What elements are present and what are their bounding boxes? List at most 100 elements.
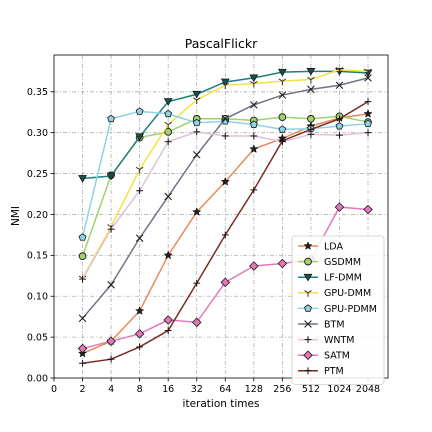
data-point-ptm bbox=[307, 126, 315, 133]
series-gpu-pdmm bbox=[78, 107, 372, 241]
data-point-lf-dmm bbox=[192, 90, 202, 99]
data-point-btm bbox=[164, 192, 172, 201]
legend-item-gpu-dmm: GPU-DMM bbox=[298, 288, 371, 299]
data-point-gpu-pdmm bbox=[135, 107, 144, 115]
data-point-gpu-dmm bbox=[250, 80, 258, 88]
data-point-gpu-pdmm bbox=[192, 118, 201, 127]
legend-label: LDA bbox=[324, 241, 343, 252]
legend-marker bbox=[304, 367, 312, 375]
legend-marker bbox=[303, 350, 313, 360]
legend-marker bbox=[304, 336, 312, 343]
x-tick-label: 128 bbox=[245, 384, 263, 395]
data-point-ptm bbox=[336, 115, 343, 123]
x-tick-label: 512 bbox=[302, 384, 320, 395]
data-point-gpu-dmm bbox=[221, 82, 230, 90]
legend-label: WNTM bbox=[324, 335, 355, 346]
data-point-lf-dmm bbox=[106, 172, 116, 181]
data-point-satm bbox=[134, 329, 145, 339]
data-point-wntm bbox=[136, 187, 144, 195]
data-point-btm bbox=[335, 81, 344, 90]
data-point-gpu-dmm bbox=[164, 121, 172, 129]
legend-item-ptm: PTM bbox=[298, 366, 344, 377]
data-point-ptm bbox=[193, 279, 201, 287]
data-point-gpu-pdmm bbox=[335, 122, 344, 130]
data-point-gpu-dmm bbox=[335, 67, 344, 74]
legend-label: GPU-DMM bbox=[324, 288, 371, 299]
series-lda bbox=[77, 108, 373, 358]
data-point-lda bbox=[192, 207, 202, 216]
data-point-btm bbox=[192, 150, 201, 159]
data-point-btm bbox=[278, 91, 287, 99]
series-gpu-dmm bbox=[78, 67, 372, 283]
y-tick-label: 0.30 bbox=[27, 128, 48, 139]
data-point-wntm bbox=[107, 225, 115, 233]
data-point-lf-dmm bbox=[249, 74, 259, 83]
data-point-gsdmm bbox=[307, 114, 315, 123]
data-point-wntm bbox=[193, 128, 201, 136]
data-point-wntm bbox=[79, 275, 86, 283]
data-point-wntm bbox=[250, 132, 258, 140]
data-point-gsdmm bbox=[278, 113, 287, 121]
data-point-gpu-pdmm bbox=[78, 233, 87, 241]
legend-item-wntm: WNTM bbox=[298, 335, 355, 346]
x-tick-label: 256 bbox=[273, 384, 291, 395]
legend-label: GSDMM bbox=[324, 257, 361, 268]
data-point-satm bbox=[363, 204, 373, 215]
plot-frame bbox=[53, 54, 389, 379]
series-layer bbox=[77, 67, 373, 367]
data-point-gsdmm bbox=[78, 252, 87, 261]
data-point-satm bbox=[249, 261, 259, 271]
data-point-lf-dmm bbox=[277, 68, 287, 77]
legend-marker bbox=[304, 290, 312, 297]
legend-marker bbox=[303, 273, 313, 282]
data-point-btm bbox=[307, 85, 315, 94]
legend-marker bbox=[304, 320, 312, 328]
data-point-ptm bbox=[278, 137, 286, 145]
y-tick-label: 0.35 bbox=[27, 87, 48, 98]
x-tick-label: 32 bbox=[191, 384, 203, 395]
data-point-btm bbox=[221, 114, 230, 123]
data-point-lf-dmm bbox=[135, 133, 145, 142]
series-wntm bbox=[79, 128, 372, 283]
x-tick-label: 2048 bbox=[356, 384, 380, 395]
data-point-ptm bbox=[164, 327, 172, 334]
data-point-gpu-pdmm bbox=[221, 117, 230, 125]
data-point-gpu-pdmm bbox=[278, 125, 287, 133]
legend-marker bbox=[304, 304, 312, 312]
data-point-gpu-dmm bbox=[278, 78, 287, 86]
data-point-ptm bbox=[79, 359, 86, 367]
data-point-lf-dmm bbox=[306, 68, 316, 76]
y-tick-label: 0.25 bbox=[27, 169, 48, 180]
y-axis-label: NMI bbox=[10, 206, 22, 226]
data-point-ptm bbox=[250, 186, 258, 194]
legend-label: SATM bbox=[324, 351, 350, 362]
legend-marker bbox=[304, 257, 312, 266]
data-point-lda bbox=[220, 176, 230, 186]
data-point-satm bbox=[106, 336, 116, 346]
legend-item-gpu-pdmm: GPU-PDMM bbox=[298, 304, 377, 315]
data-point-lda bbox=[363, 108, 373, 118]
legend-item-lda: LDA bbox=[298, 241, 343, 252]
chart-title: PascalFlickr bbox=[185, 36, 258, 51]
legend-item-lf-dmm: LF-DMM bbox=[298, 273, 362, 284]
series-ptm bbox=[79, 98, 372, 367]
data-point-satm bbox=[77, 343, 88, 354]
data-point-btm bbox=[364, 74, 372, 82]
legend: LDA GSDMM LF-DMM GPU-DMM GPU-PDMM BTM WNTM SATM… bbox=[291, 235, 385, 385]
legend-item-gsdmm: GSDMM bbox=[298, 257, 361, 268]
data-point-lf-dmm bbox=[163, 98, 173, 106]
x-tick-label: 16 bbox=[162, 384, 174, 395]
series-btm bbox=[78, 74, 372, 323]
data-point-ptm bbox=[136, 343, 144, 351]
data-point-lda bbox=[134, 306, 145, 315]
axes: 0 2 4 8 16 32 64 128 256 512 1024 2048 0.00 0.05 0.10 0… bbox=[27, 87, 380, 395]
data-point-lf-dmm bbox=[78, 175, 87, 183]
y-tick-label: 0.10 bbox=[27, 292, 48, 303]
y-tick-label: 0.20 bbox=[27, 210, 48, 221]
data-point-gpu-dmm bbox=[364, 68, 372, 76]
x-axis-label: iteration times bbox=[183, 398, 260, 410]
data-point-gpu-dmm bbox=[135, 166, 144, 174]
data-point-gpu-pdmm bbox=[249, 120, 258, 128]
data-point-wntm bbox=[336, 131, 343, 139]
